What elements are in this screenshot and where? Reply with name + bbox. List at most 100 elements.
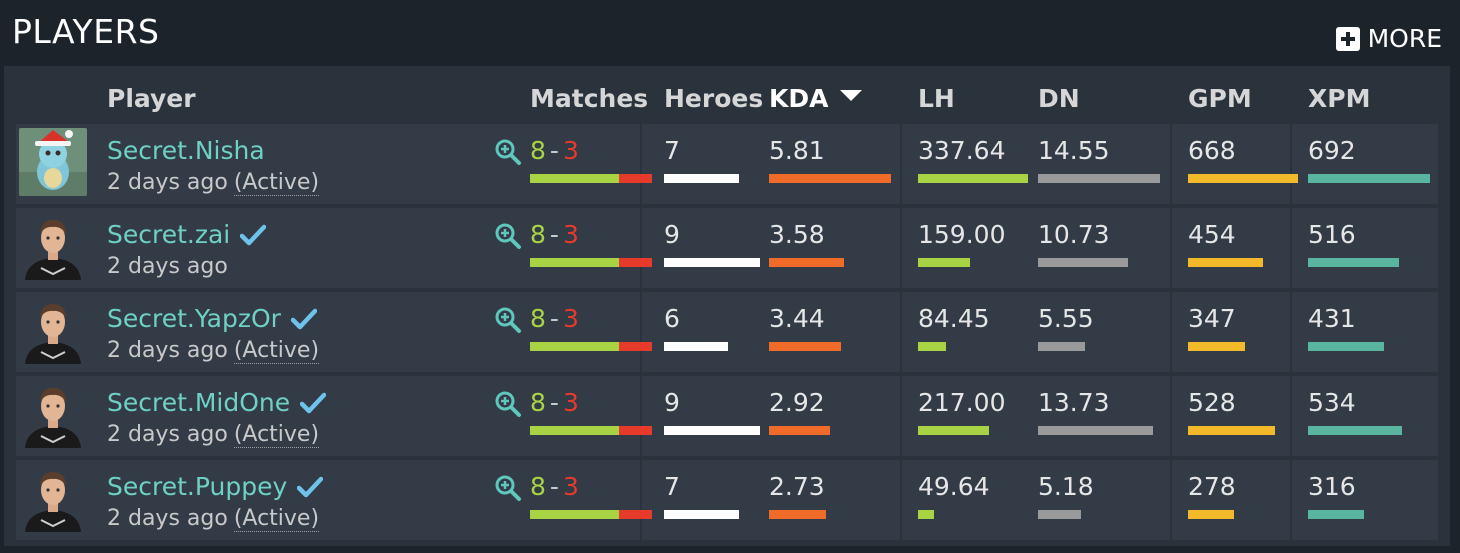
last-seen-text: 2 days ago [107,170,228,195]
gpm-value: 528 [1188,388,1236,417]
column-header-player[interactable]: Player [107,84,196,113]
column-divider [1170,208,1172,288]
record-separator: - [549,136,559,165]
dn-value: 5.18 [1038,472,1094,501]
kda-bar [769,426,830,435]
column-divider [1170,292,1172,372]
win-bar [530,342,619,351]
loss-bar [619,258,652,267]
zoom-icon[interactable] [494,306,522,334]
lh-bar [918,174,1028,183]
column-header-xpm[interactable]: XPM [1308,84,1371,113]
gpm-value: 278 [1188,472,1236,501]
column-header-matches[interactable]: Matches [530,84,649,113]
heroes-value: 7 [664,472,680,501]
verified-check-icon [240,224,267,246]
kda-value: 2.73 [769,472,825,501]
dn-bar [1038,510,1081,519]
more-button[interactable]: MORE [1335,24,1442,53]
column-header-dn[interactable]: DN [1038,84,1080,113]
dn-bar [1038,426,1153,435]
zoom-icon[interactable] [494,138,522,166]
lh-bar [918,342,946,351]
last-seen: 2 days ago (Active) [107,338,320,364]
last-seen: 2 days ago [107,254,228,279]
wins: 8 [530,472,546,501]
squirtle-avatar[interactable] [19,128,87,196]
last-seen-text: 2 days ago [107,506,228,531]
win-bar [530,258,619,267]
player-avatar[interactable] [19,212,87,280]
column-header-kda[interactable]: KDA [769,84,863,113]
player-name-link[interactable]: Secret.MidOne [107,388,327,417]
player-avatar[interactable] [19,380,87,448]
zoom-icon[interactable] [494,474,522,502]
table-row[interactable]: Secret.Nisha 2 days ago (Active) 8-3 7 5.81 33… [16,124,1438,204]
record-separator: - [549,304,559,333]
kda-bar [769,342,841,351]
column-divider [900,208,902,288]
losses: 3 [562,136,579,165]
table-header: Player Matches Heroes KDA LH DN GPM XPM [4,66,1450,124]
win-bar [530,510,619,519]
table-row[interactable]: Secret.zai 2 days ago 8-3 9 3.58 159.00 10.73 4… [16,208,1438,288]
plus-square-icon [1335,26,1360,51]
wins: 8 [530,220,546,249]
lh-bar [918,258,970,267]
losses: 3 [562,220,579,249]
last-seen: 2 days ago (Active) [107,422,320,448]
column-header-lh[interactable]: LH [918,84,955,113]
loss-bar [619,426,652,435]
lh-bar [918,426,989,435]
column-header-gpm[interactable]: GPM [1188,84,1252,113]
record-separator: - [549,388,559,417]
player-name-link[interactable]: Secret.zai [107,220,267,249]
lh-value: 337.64 [918,136,1006,165]
xpm-value: 516 [1308,220,1356,249]
column-divider [1290,460,1292,540]
heroes-value: 9 [664,220,680,249]
player-name-link[interactable]: Secret.YapzOr [107,304,317,333]
xpm-bar [1308,174,1430,183]
table-row[interactable]: Secret.Puppey 2 days ago (Active) 8-3 7 2.73 4… [16,460,1438,540]
zoom-icon[interactable] [494,222,522,250]
last-seen: 2 days ago (Active) [107,170,320,196]
lh-value: 217.00 [918,388,1006,417]
win-bar [530,174,619,183]
match-record: 8-3 [530,220,579,249]
zoom-icon[interactable] [494,390,522,418]
gpm-bar [1188,510,1234,519]
xpm-value: 316 [1308,472,1356,501]
dn-bar [1038,342,1085,351]
player-name-link[interactable]: Secret.Nisha [107,136,265,165]
column-divider [640,376,642,456]
lh-value: 84.45 [918,304,990,333]
active-tag: (Active) [233,170,320,196]
wins: 8 [530,136,546,165]
column-divider [640,124,642,204]
column-divider [1290,124,1292,204]
dn-value: 14.55 [1038,136,1110,165]
player-name: Secret.YapzOr [107,304,281,333]
xpm-bar [1308,258,1399,267]
column-divider [900,376,902,456]
column-header-heroes[interactable]: Heroes [664,84,764,113]
kda-bar [769,174,891,183]
heroes-value: 9 [664,388,680,417]
player-name-link[interactable]: Secret.Puppey [107,472,324,501]
table-row[interactable]: Secret.MidOne 2 days ago (Active) 8-3 9 2.92 2… [16,376,1438,456]
table-row[interactable]: Secret.YapzOr 2 days ago (Active) 8-3 6 3.44 8… [16,292,1438,372]
heroes-bar [664,426,760,435]
active-tag: (Active) [233,422,320,448]
loss-bar [619,174,652,183]
active-tag: (Active) [233,338,320,364]
player-avatar[interactable] [19,464,87,532]
section-title: PLAYERS [12,12,160,51]
kda-bar [769,258,844,267]
gpm-bar [1188,174,1298,183]
player-avatar[interactable] [19,296,87,364]
wins: 8 [530,304,546,333]
sort-desc-icon [840,90,863,101]
dn-value: 13.73 [1038,388,1110,417]
last-seen-text: 2 days ago [107,254,228,279]
